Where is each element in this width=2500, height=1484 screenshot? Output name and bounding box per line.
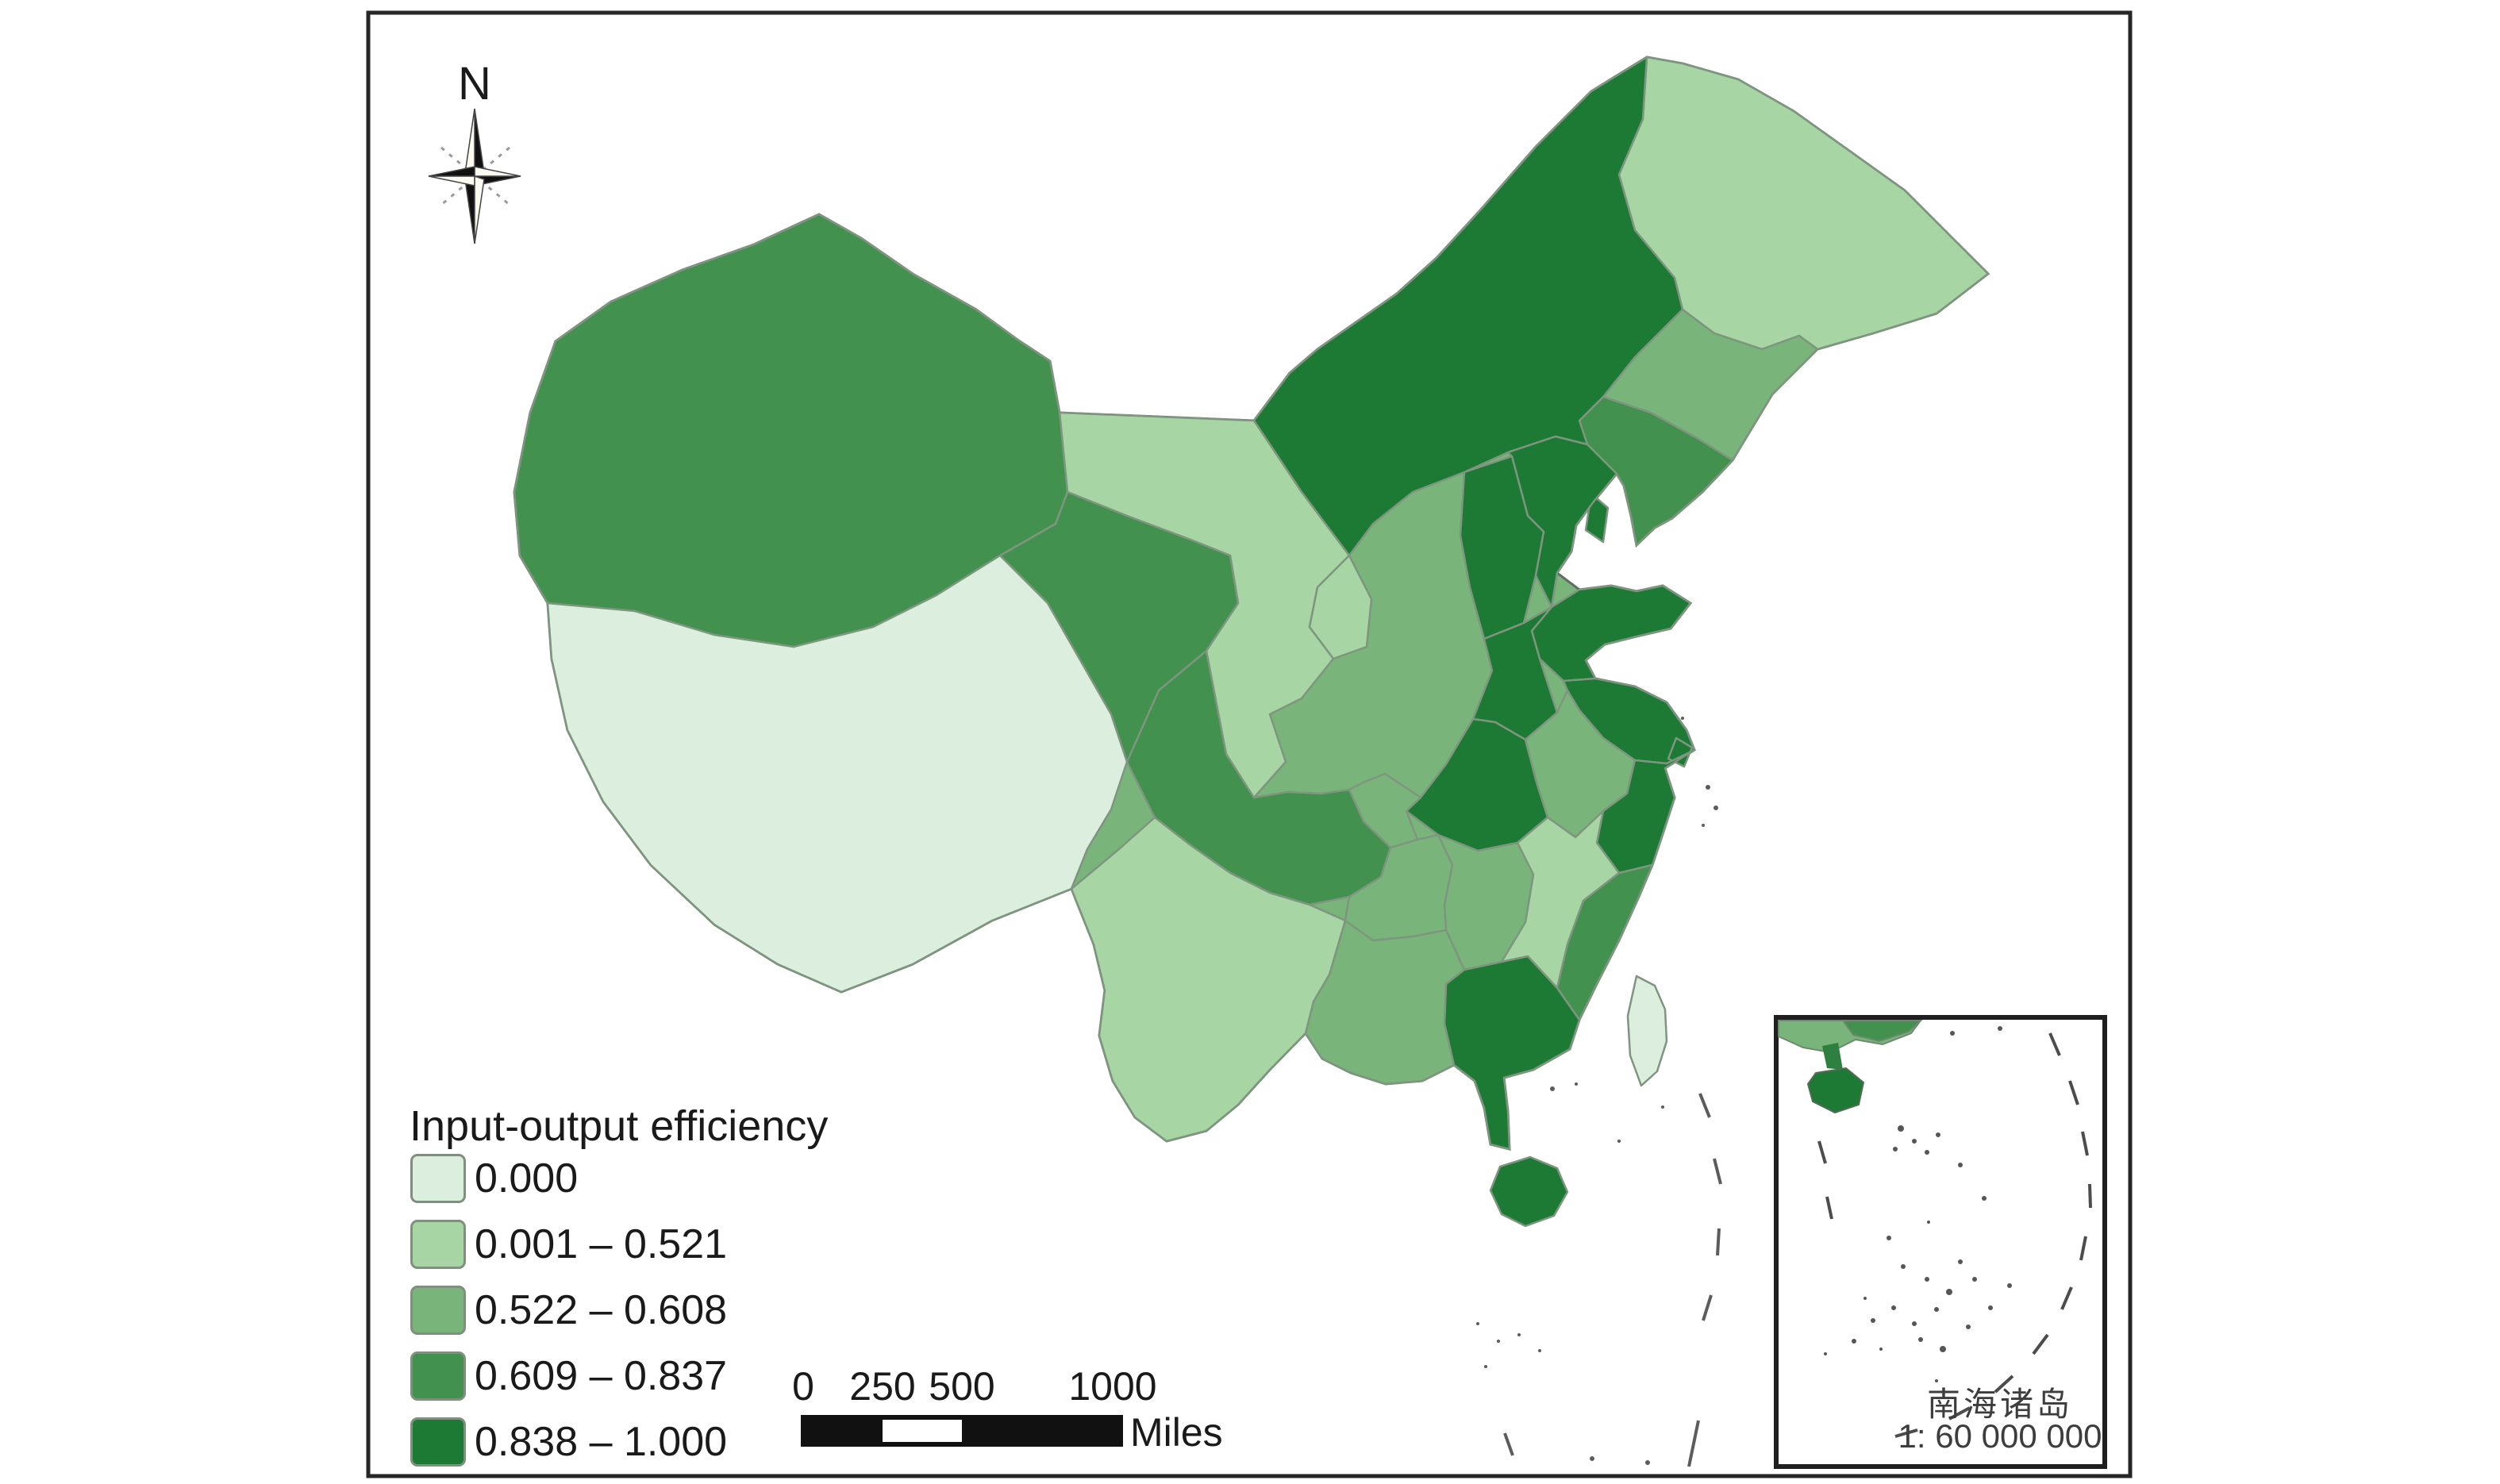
legend-label-1: 0.001 – 0.521 — [475, 1221, 728, 1267]
compass-north-label: N — [458, 58, 491, 110]
province-hainan — [1489, 1155, 1569, 1228]
province-tibet — [546, 554, 1129, 994]
province-fujian — [1556, 863, 1654, 1021]
province-ningxia — [1308, 554, 1373, 660]
scale-tick-0: 0 — [792, 1364, 814, 1409]
legend-swatch-0 — [410, 1154, 466, 1203]
legend-label-0: 0.000 — [475, 1155, 579, 1201]
legend-label-4: 0.838 – 1.000 — [475, 1419, 728, 1465]
province-xinjiang — [513, 213, 1069, 648]
scale-tick-250: 250 — [849, 1364, 916, 1409]
province-inner-mongolia — [1252, 56, 1684, 557]
legend-label-2: 0.522 – 0.608 — [475, 1287, 728, 1333]
province-yunnan — [1070, 816, 1347, 1143]
inset-island-dots — [1824, 1026, 2012, 1382]
province-taiwan — [1626, 975, 1668, 1087]
legend-swatch-3 — [410, 1351, 466, 1401]
legend-label-3: 0.609 – 0.837 — [475, 1353, 728, 1399]
nine-dash-line — [1817, 1032, 2092, 1438]
legend-swatch-1 — [410, 1220, 466, 1269]
inset-hainan-island — [1806, 1067, 1865, 1114]
scale-unit-label: Miles — [1130, 1410, 1223, 1455]
province-guizhou — [1344, 833, 1454, 942]
province-shanxi — [1459, 455, 1545, 640]
inset-map-south-china-sea — [1774, 1015, 2107, 1469]
china-landmass — [513, 56, 1990, 1228]
legend-swatch-2 — [410, 1286, 466, 1335]
inset-title: 南海诸岛 — [1926, 1386, 2073, 1423]
inset-scale-text: 1: 60 000 000 — [1898, 1417, 2102, 1455]
scale-tick-500: 500 — [929, 1364, 995, 1409]
legend-title: Input-output efficiency — [410, 1102, 829, 1150]
scale-tick-1000: 1000 — [1068, 1364, 1157, 1409]
province-liaoning — [1578, 395, 1734, 547]
scale-bar — [801, 1415, 1123, 1447]
legend-swatch-4 — [410, 1417, 466, 1467]
island-dots — [1476, 717, 1722, 1467]
compass-rose-icon — [428, 108, 521, 244]
province-shandong — [1530, 584, 1692, 682]
figure-frame — [366, 10, 2133, 1478]
